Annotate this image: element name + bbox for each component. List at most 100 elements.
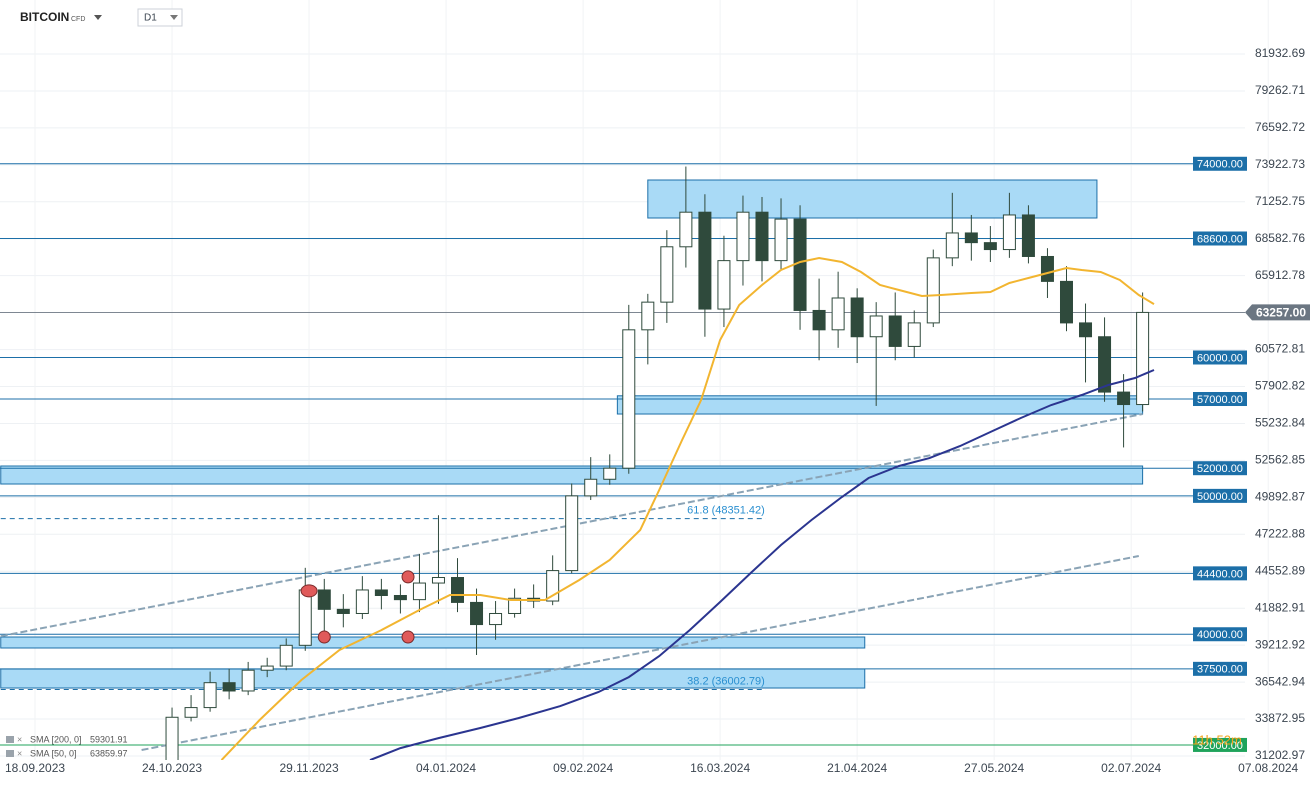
- y-tick-label: 71252.75: [1255, 194, 1305, 208]
- x-tick-label: 16.03.2024: [690, 761, 750, 775]
- y-tick-label: 73922.73: [1255, 157, 1305, 171]
- trendline: [141, 555, 1139, 752]
- candle-body: [470, 601, 484, 626]
- zone: [647, 179, 1098, 219]
- symbol-kind: CFD: [71, 16, 85, 23]
- marker: [401, 570, 415, 584]
- candle-body: [888, 315, 902, 347]
- interval-caret: [170, 15, 178, 20]
- candle-body: [565, 495, 579, 572]
- last-price-tag: [1245, 304, 1310, 321]
- candle-body: [222, 682, 236, 692]
- candle-body: [298, 589, 312, 646]
- candle-body: [755, 211, 769, 262]
- level-label: 44400.00: [1197, 568, 1243, 580]
- y-tick-label: 36542.94: [1255, 674, 1305, 688]
- level-tag: [1193, 461, 1247, 476]
- candle-body: [1059, 280, 1073, 324]
- indicator-value: 63859.97: [90, 748, 128, 758]
- candle-body: [489, 612, 503, 626]
- candle-body: [698, 211, 712, 310]
- candle-body: [945, 232, 959, 259]
- y-tick-label: 68582.76: [1255, 231, 1305, 245]
- y-tick-label: 44552.89: [1255, 563, 1305, 577]
- candle-body: [926, 257, 940, 324]
- level-label: 68600.00: [1197, 233, 1243, 245]
- sma-line: [369, 369, 1155, 760]
- candle-body: [1098, 336, 1112, 393]
- x-tick-label: 24.10.2023: [142, 761, 202, 775]
- indicator-icon[interactable]: [6, 750, 14, 757]
- candle-body: [736, 211, 750, 262]
- candle-body: [393, 594, 407, 601]
- indicator-close[interactable]: ×: [17, 748, 22, 758]
- candle-body: [850, 297, 864, 338]
- candle-body: [831, 297, 845, 331]
- candle-body: [279, 644, 293, 667]
- x-tick-label: 07.08.2024: [1238, 761, 1298, 775]
- candle-body: [1117, 391, 1131, 406]
- level-label: 32000.00: [1197, 740, 1243, 752]
- marker: [317, 630, 331, 644]
- marker: [401, 630, 415, 644]
- y-tick-label: 41882.91: [1255, 600, 1305, 614]
- x-tick-label: 29.11.2023: [279, 761, 338, 775]
- indicator-name: SMA [200, 0]: [30, 734, 82, 744]
- candle-body: [336, 608, 350, 614]
- level-tag: [1193, 392, 1247, 407]
- candle-body: [907, 322, 921, 347]
- indicator-value: 59301.91: [90, 734, 128, 744]
- symbol-dropdown[interactable]: [94, 15, 102, 20]
- level-tag: [1193, 737, 1247, 752]
- candle-body: [184, 707, 198, 718]
- interval[interactable]: D1: [144, 13, 157, 24]
- candle-body: [451, 577, 465, 603]
- candle-body: [660, 246, 674, 303]
- candle-body: [717, 260, 731, 310]
- level-tag: [1193, 627, 1247, 642]
- level-tag: [1193, 488, 1247, 503]
- fib-label: 61.8 (48351.42): [687, 505, 765, 517]
- candle-body: [1040, 255, 1054, 282]
- candle-body: [983, 242, 997, 251]
- y-tick-label: 49892.87: [1255, 490, 1305, 504]
- level-label: 50000.00: [1197, 491, 1243, 503]
- candle-body: [1079, 322, 1093, 338]
- level-tag: [1193, 661, 1247, 676]
- symbol[interactable]: BITCOIN: [20, 10, 69, 24]
- zone: [0, 636, 866, 649]
- zone: [0, 465, 1144, 485]
- indicator-icon[interactable]: [6, 736, 14, 743]
- x-tick-label: 27.05.2024: [964, 761, 1024, 775]
- candle-body: [584, 478, 598, 497]
- indicator-close[interactable]: ×: [17, 734, 22, 744]
- level-label: 57000.00: [1197, 394, 1243, 406]
- y-tick-label: 52562.85: [1255, 453, 1305, 467]
- interval-select[interactable]: [137, 8, 183, 27]
- candle-body: [1002, 214, 1016, 251]
- y-tick-label: 47222.88: [1255, 526, 1305, 540]
- y-tick-label: 55232.84: [1255, 416, 1305, 430]
- x-tick-label: 04.01.2024: [416, 761, 476, 775]
- y-tick-label: 79262.71: [1255, 83, 1305, 97]
- level-label: 37500.00: [1197, 664, 1243, 676]
- candle-body: [641, 301, 655, 331]
- level-tag: [1193, 231, 1247, 246]
- fib-label: 38.2 (36002.79): [687, 675, 765, 687]
- x-tick-label: 21.04.2024: [827, 761, 887, 775]
- level-label: 60000.00: [1197, 352, 1243, 364]
- candle-body: [165, 716, 179, 760]
- y-tick-label: 76592.72: [1255, 120, 1305, 134]
- x-tick-label: 18.09.2023: [5, 761, 65, 775]
- level-label: 40000.00: [1197, 629, 1243, 641]
- indicator-name: SMA [50, 0]: [30, 748, 77, 758]
- candle-body: [679, 211, 693, 248]
- y-tick-label: 65912.78: [1255, 268, 1305, 282]
- candle-body: [869, 315, 883, 338]
- candle-body: [431, 577, 445, 584]
- x-tick-label: 09.02.2024: [553, 761, 613, 775]
- y-tick-label: 57902.82: [1255, 379, 1305, 393]
- level-tag: [1193, 156, 1247, 171]
